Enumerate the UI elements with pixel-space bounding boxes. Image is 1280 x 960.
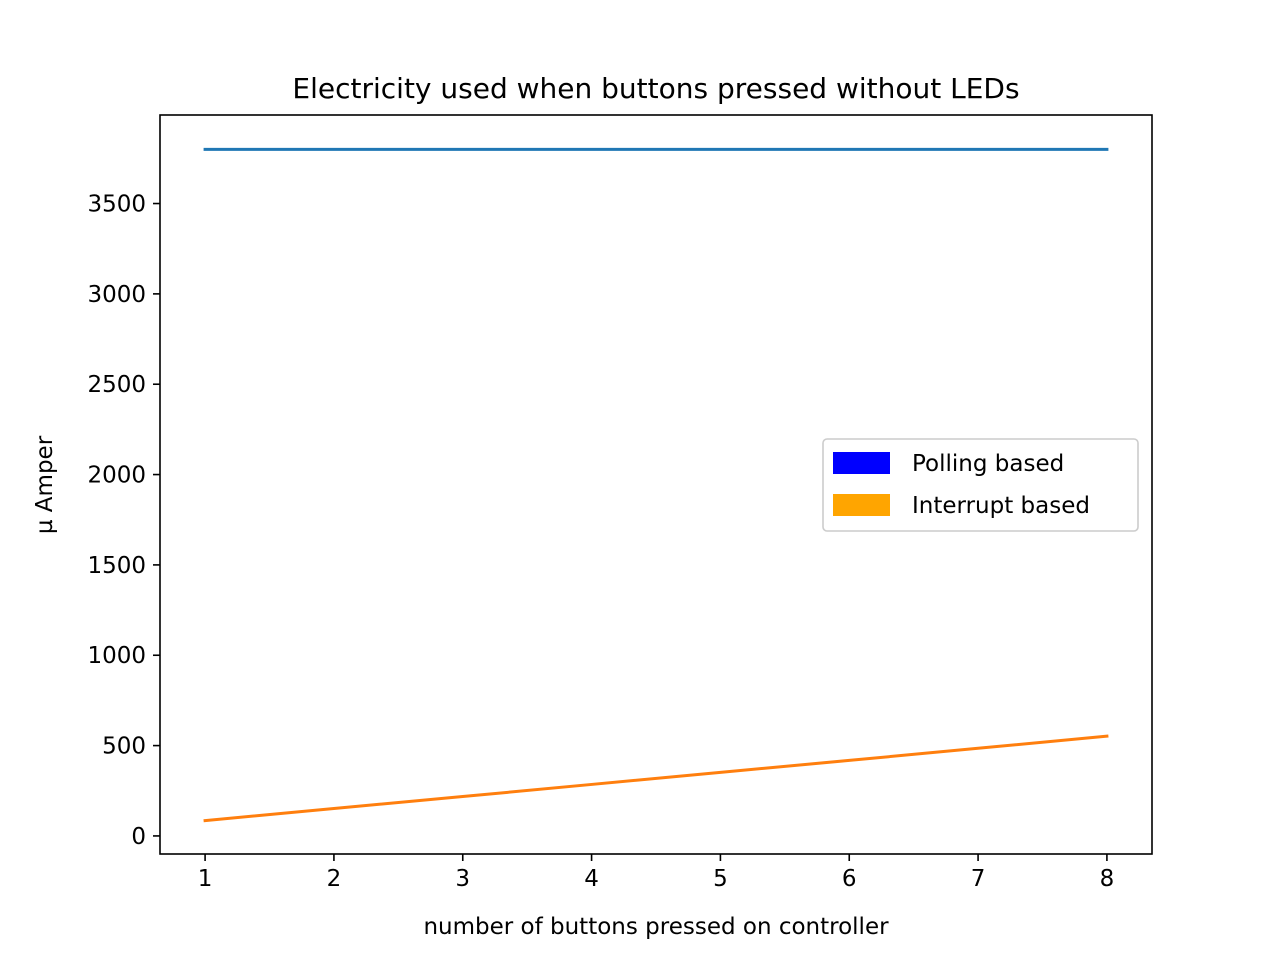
chart-title: Electricity used when buttons pressed wi… xyxy=(292,72,1019,105)
x-tick-label: 3 xyxy=(455,866,470,892)
x-tick-label: 4 xyxy=(584,866,599,892)
x-tick-label: 7 xyxy=(971,866,986,892)
y-axis-ticks: 0 500 1000 1500 2000 2500 3000 3500 xyxy=(87,192,160,850)
x-tick-label: 8 xyxy=(1100,866,1115,892)
series-group xyxy=(203,147,1109,823)
plot-frame xyxy=(159,114,1153,855)
x-axis-label: number of buttons pressed on controller xyxy=(423,914,889,940)
y-tick-label: 3500 xyxy=(87,192,146,218)
legend-label-polling: Polling based xyxy=(912,451,1064,477)
y-tick-label: 500 xyxy=(102,734,146,760)
y-tick-label: 3000 xyxy=(87,282,146,308)
series-line-interrupt xyxy=(203,734,1109,823)
legend-label-interrupt: Interrupt based xyxy=(912,493,1090,519)
y-tick-label: 0 xyxy=(131,824,146,850)
x-tick-label: 5 xyxy=(713,866,728,892)
legend-frame xyxy=(822,438,1139,532)
y-tick-label: 1000 xyxy=(87,643,146,669)
x-axis-ticks: 1 2 3 4 5 6 7 8 xyxy=(198,854,1114,892)
x-tick-label: 6 xyxy=(842,866,857,892)
y-axis-label: µ Amper xyxy=(32,435,58,534)
y-tick-label: 2000 xyxy=(87,463,146,489)
legend: Polling based Interrupt based xyxy=(822,438,1139,532)
legend-swatch-interrupt xyxy=(833,494,890,516)
legend-swatch-polling xyxy=(833,452,890,474)
x-tick-label: 2 xyxy=(327,866,342,892)
y-tick-label: 1500 xyxy=(87,553,146,579)
y-tick-label: 2500 xyxy=(87,372,146,398)
x-tick-label: 1 xyxy=(198,866,213,892)
